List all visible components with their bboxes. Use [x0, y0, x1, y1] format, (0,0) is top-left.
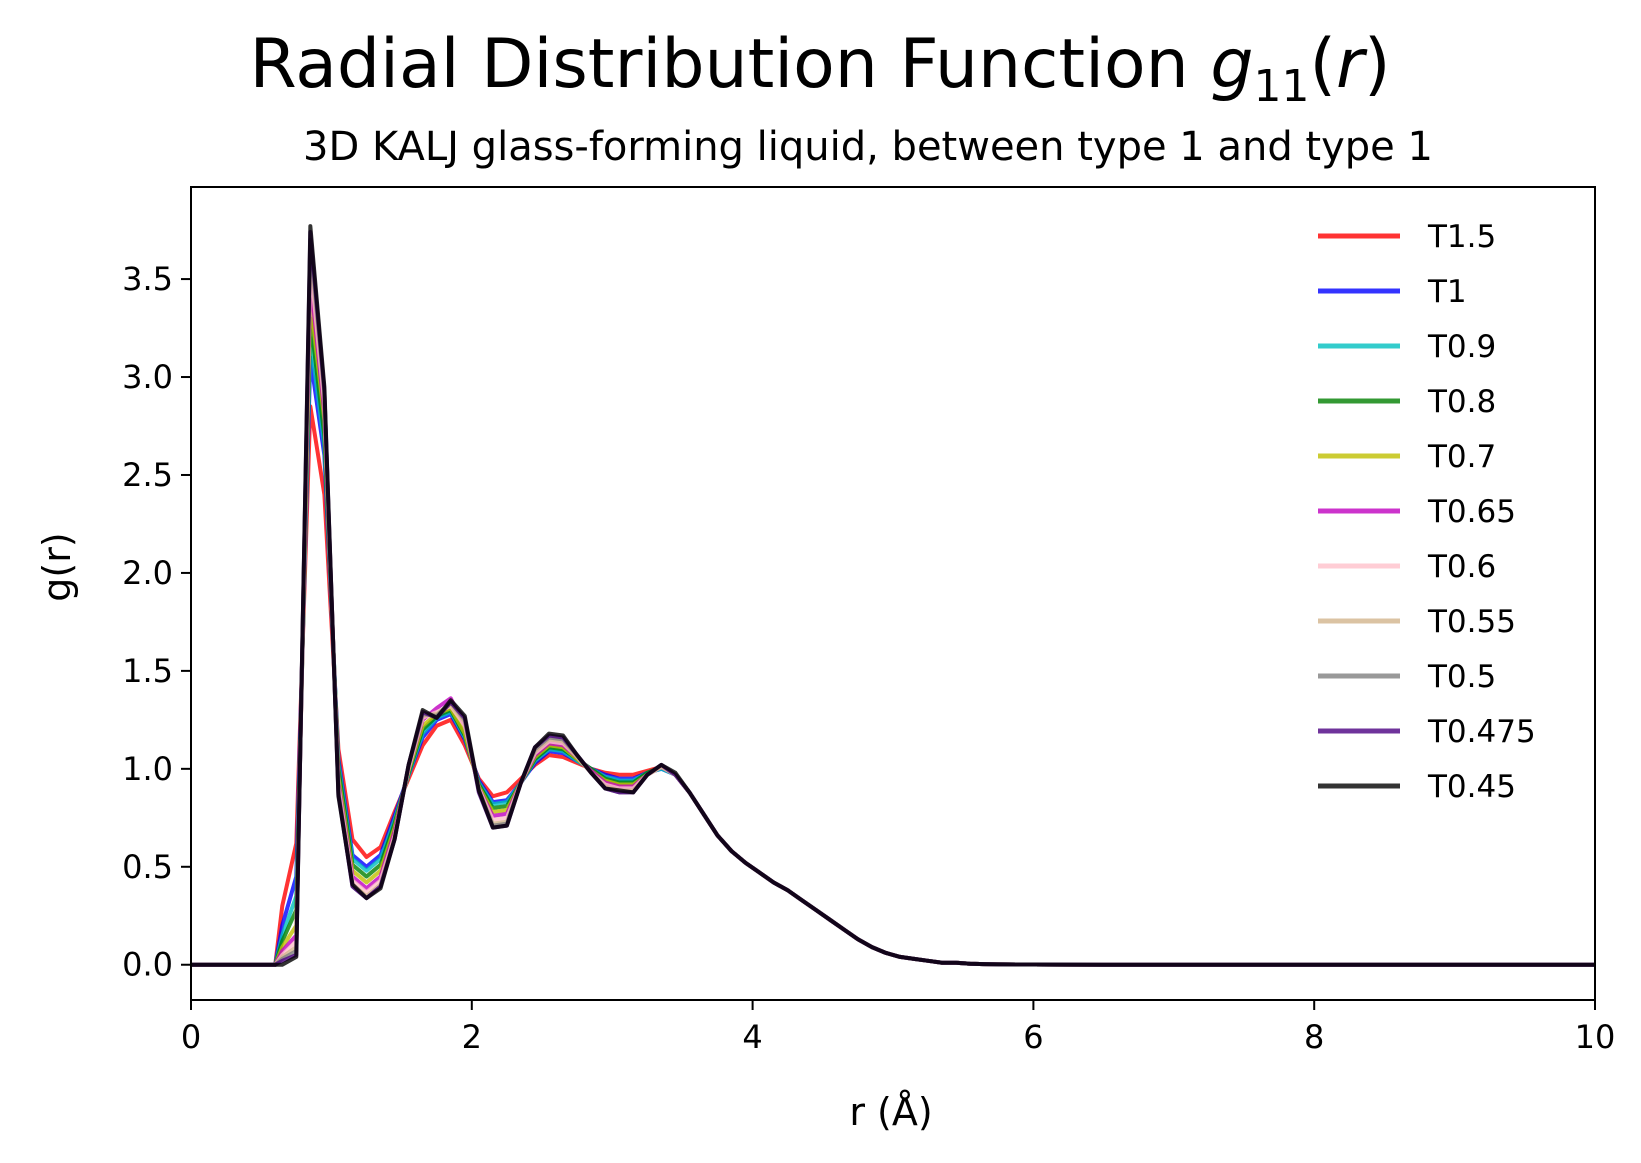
plot-area — [191, 224, 1595, 967]
x-tick-label: 2 — [462, 1018, 482, 1056]
legend: T1.5 T1 T0.9 T0.8 T0.7 T0.65 T0.6 T0.55 T0.5 T0.4… — [1318, 219, 1536, 805]
y-tick-label: 0.0 — [122, 946, 173, 984]
y-tick-label: 1.5 — [122, 652, 173, 690]
legend-label-T1.5: T1.5 — [1427, 219, 1496, 255]
chart-title-math: g — [1210, 25, 1253, 104]
series-line-T0.475 — [191, 230, 1595, 967]
x-tick-label: 0 — [181, 1018, 201, 1056]
legend-label-T0.5: T0.5 — [1427, 659, 1496, 695]
x-tick-label: 4 — [742, 1018, 762, 1056]
axes: 0 2 4 6 8 10 0.0 0.5 1.0 1.5 2.0 2.5 3.0 3.5 — [122, 186, 1616, 1056]
y-tick-label: 3.0 — [122, 358, 173, 396]
y-tick-label: 0.5 — [122, 848, 173, 886]
y-tick-label: 3.5 — [122, 260, 173, 298]
series-line-T0.6 — [191, 261, 1595, 967]
chart-title-subscript: 11 — [1253, 61, 1309, 112]
legend-label-T0.45: T0.45 — [1427, 769, 1516, 805]
y-tick-label: 1.0 — [122, 750, 173, 788]
series-line-T0.45 — [191, 224, 1595, 967]
chart-title-paren: ( — [1309, 25, 1336, 104]
y-axis-label: g(r) — [35, 532, 79, 601]
axes-frame — [190, 186, 1596, 1001]
chart-subtitle: 3D KALJ glass-forming liquid, between ty… — [303, 124, 1433, 170]
x-axis-label: r (Å) — [849, 1090, 932, 1134]
y-tick-label: 2.0 — [122, 554, 173, 592]
chart-title-var: r — [1336, 25, 1368, 104]
chart-title: Radial Distribution Function g11(r) — [249, 25, 1390, 112]
legend-label-T0.6: T0.6 — [1427, 549, 1496, 585]
legend-label-T0.475: T0.475 — [1427, 714, 1536, 750]
series-line-T1 — [191, 355, 1595, 967]
legend-label-T0.9: T0.9 — [1427, 329, 1496, 365]
series-line-T0.8 — [191, 316, 1595, 967]
legend-label-T0.8: T0.8 — [1427, 384, 1496, 420]
legend-label-T0.65: T0.65 — [1427, 494, 1516, 530]
chart-title-text: Radial Distribution Function — [249, 25, 1188, 104]
chart-title-paren-close: ) — [1364, 25, 1391, 104]
x-tick-label: 8 — [1304, 1018, 1324, 1056]
legend-label-T0.55: T0.55 — [1427, 604, 1516, 640]
y-tick-label: 2.5 — [122, 456, 173, 494]
series-line-T0.5 — [191, 237, 1595, 967]
legend-label-T1: T1 — [1427, 274, 1467, 310]
series-line-T0.55 — [191, 247, 1595, 967]
x-tick-label: 10 — [1575, 1018, 1616, 1056]
x-tick-label: 6 — [1023, 1018, 1043, 1056]
legend-label-T0.7: T0.7 — [1427, 439, 1496, 475]
series-line-T0.9 — [191, 335, 1595, 967]
series-line-T1.5 — [191, 404, 1595, 967]
